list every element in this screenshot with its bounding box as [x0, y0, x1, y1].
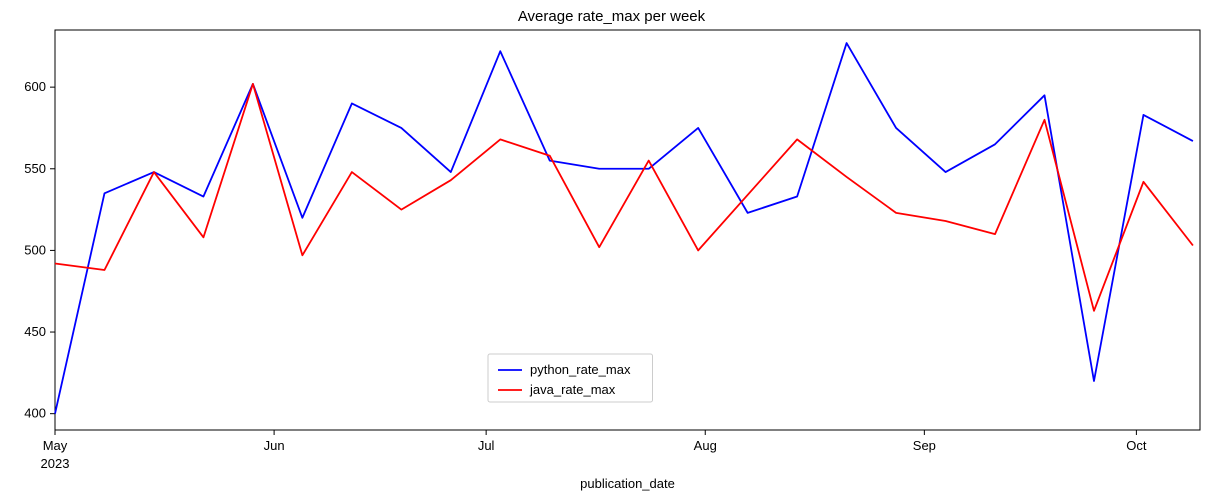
legend: python_rate_max java_rate_max [488, 354, 653, 402]
line-chart-svg: 400 450 500 550 600 May Jun Jul Aug Sep Oct 2023 pub… [0, 0, 1223, 500]
x-tick-label: Jul [478, 438, 495, 453]
y-tick-label: 400 [24, 406, 46, 421]
x-tick-label: May [43, 438, 68, 453]
chart-container: Average rate_max per week 40045050055060… [0, 0, 1223, 500]
y-tick-label: 600 [24, 79, 46, 94]
x-tick-label: Sep [913, 438, 936, 453]
legend-label-python_rate_max: python_rate_max [530, 362, 631, 377]
y-tick-label: 550 [24, 161, 46, 176]
legend-label-java_rate_max: java_rate_max [529, 382, 616, 397]
x-axis-label: publication_date [580, 476, 675, 491]
x-tick-label: Oct [1126, 438, 1147, 453]
y-tick-label: 450 [24, 324, 46, 339]
x-tick-label: Jun [264, 438, 285, 453]
x-tick-label: Aug [694, 438, 717, 453]
y-tick-label: 500 [24, 242, 46, 257]
x-tick-year-label: 2023 [41, 456, 70, 471]
